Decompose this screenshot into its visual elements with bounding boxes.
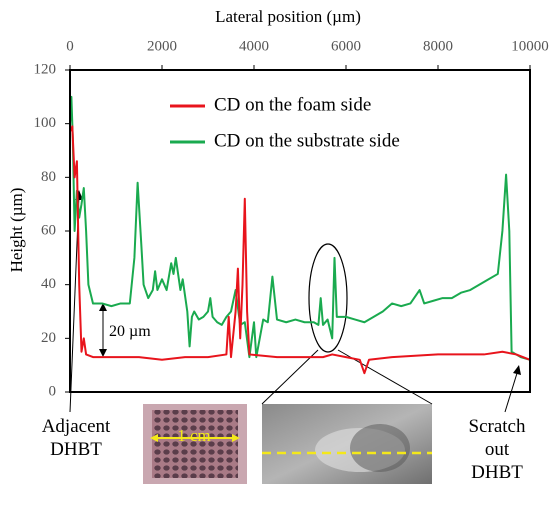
x-tick-label: 8000: [423, 38, 453, 54]
annotation: Adjacent DHBT: [41, 416, 111, 460]
x-axis-label: Lateral position (µm): [215, 7, 361, 26]
arrow-head: [99, 303, 107, 311]
legend-label: CD on the substrate side: [214, 130, 400, 151]
y-tick-label: 40: [41, 276, 56, 292]
plot-frame: [69, 69, 531, 393]
arrow-head: [99, 349, 107, 357]
x-tick-label: 2000: [147, 38, 177, 54]
legend-label: CD on the foam side: [214, 94, 371, 115]
y-tick-label: 20: [41, 330, 56, 346]
highlight-ellipse: [308, 243, 348, 353]
y-tick-label: 100: [34, 115, 57, 131]
photo-sample: [152, 410, 238, 478]
annotation: 20 µm: [109, 323, 151, 340]
arrow-head: [150, 434, 158, 442]
annotation: Scratch out DHBT: [468, 416, 526, 483]
y-tick-label: 0: [49, 383, 57, 399]
y-tick-label: 80: [41, 169, 56, 185]
x-tick-label: 4000: [239, 38, 269, 54]
y-tick-label: 60: [41, 222, 56, 238]
x-tick-label: 6000: [331, 38, 361, 54]
x-tick-label: 0: [66, 38, 74, 54]
arrow-head: [232, 434, 240, 442]
arrow-head: [513, 365, 521, 375]
x-tick-label: 10000: [511, 38, 549, 54]
y-tick-label: 120: [34, 61, 57, 77]
sem-crater: [350, 424, 410, 472]
annotation: 1 cm: [177, 426, 211, 445]
data-line: [69, 125, 531, 375]
connector: [261, 349, 319, 405]
y-axis-label: Height (µm): [7, 188, 26, 273]
